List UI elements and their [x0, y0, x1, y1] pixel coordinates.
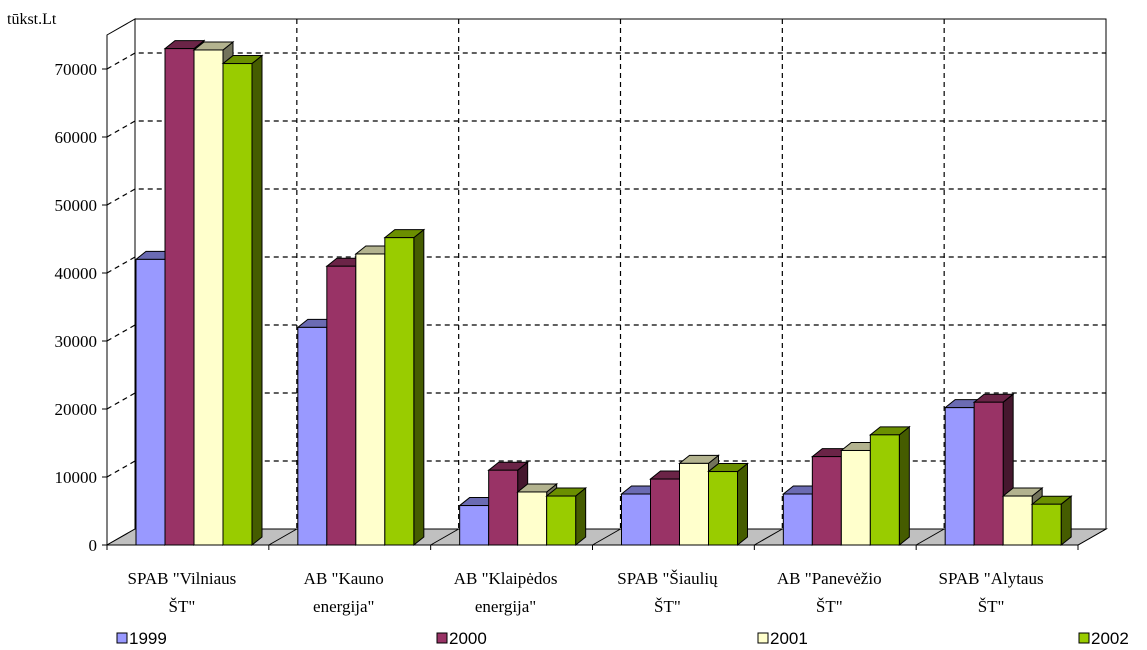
x-category-label: SPAB "Alytaus — [939, 569, 1044, 588]
legend-label: 1999 — [129, 629, 167, 648]
y-tick-label: 30000 — [55, 332, 98, 351]
y-tick-label: 40000 — [55, 264, 98, 283]
bar-front — [193, 49, 224, 546]
y-tick-label: 0 — [89, 536, 98, 555]
legend-label: 2002 — [1091, 629, 1129, 648]
bar-front — [1002, 495, 1033, 546]
bar-front — [621, 493, 651, 546]
bar-front — [811, 456, 842, 546]
x-category-label: AB "Klaipėdos — [454, 569, 558, 588]
legend-item: 2002 — [1078, 629, 1129, 648]
bar-side — [898, 425, 910, 547]
y-tick-label: 60000 — [55, 128, 98, 147]
bar-front — [384, 237, 415, 546]
bar-front — [546, 495, 577, 546]
bar — [221, 54, 264, 547]
bar-front — [459, 505, 490, 546]
bar — [707, 462, 749, 547]
bar-front — [840, 449, 871, 546]
gridlines — [106, 19, 1106, 546]
legend: 1999 2000 2001 2002 — [116, 629, 1129, 648]
bar-front — [944, 407, 975, 546]
axis-labels: 0 10000 20000 30000 40000 50000 60000 70000 tūks… — [7, 11, 1044, 616]
legend-label: 2000 — [449, 629, 487, 648]
x-category-label: ŠT" — [978, 597, 1005, 616]
bar — [868, 425, 911, 547]
legend-item: 2000 — [436, 629, 487, 648]
x-category-label: AB "Panevėžio — [777, 569, 882, 588]
legend-swatch — [116, 632, 128, 644]
y-tick-label: 50000 — [55, 196, 98, 215]
legend-swatch — [1078, 632, 1090, 644]
y-tick-label: 10000 — [55, 468, 98, 487]
bar-front — [355, 253, 386, 546]
bar-front — [650, 478, 680, 546]
floor-divider — [268, 528, 298, 546]
x-category-label: energija" — [475, 597, 536, 616]
bar — [972, 393, 1015, 547]
gridline-horizontal — [106, 188, 1106, 206]
floor-divider — [754, 528, 783, 546]
axes — [102, 35, 1079, 550]
y-tick-label: 20000 — [55, 400, 98, 419]
legend-label: 2001 — [770, 629, 808, 648]
x-category-label: ŠT" — [816, 597, 843, 616]
bar-front — [517, 491, 548, 546]
bar-front — [708, 471, 738, 546]
floor-divider — [430, 528, 459, 546]
bar-front — [222, 63, 253, 546]
bar-front — [782, 493, 813, 546]
gridline-horizontal — [106, 52, 1106, 70]
x-category-label: AB "Kauno — [304, 569, 384, 588]
y-axis-title: tūkst.Lt — [7, 11, 57, 28]
bar-side — [251, 54, 263, 547]
bar-side — [737, 462, 748, 547]
x-category-label: ŠT" — [654, 597, 681, 616]
x-category-label: ŠT" — [169, 597, 196, 616]
x-category-label: SPAB "Vilniaus — [128, 569, 237, 588]
bar-front — [135, 258, 166, 546]
bar-front — [1031, 503, 1062, 546]
bar-side — [575, 486, 587, 547]
bar-front — [164, 48, 195, 546]
floor-divider — [915, 528, 945, 546]
legend-swatch — [757, 632, 769, 644]
floor-divider — [592, 528, 621, 546]
chart-side-wall — [106, 18, 136, 546]
bars — [134, 39, 1073, 547]
bar-front — [973, 401, 1004, 546]
bar — [1030, 495, 1073, 547]
bar-front — [869, 434, 900, 546]
legend-item: 2001 — [757, 629, 808, 648]
y-tick-label: 70000 — [55, 60, 98, 79]
legend-swatch — [436, 632, 448, 644]
x-category-label: SPAB "Šiaulių — [617, 569, 718, 588]
legend-item: 1999 — [116, 629, 167, 648]
bar-front — [679, 462, 709, 546]
bar-front — [488, 469, 519, 546]
x-category-label: energija" — [313, 597, 374, 616]
bar-side — [413, 228, 425, 547]
bar-front — [326, 265, 357, 546]
bar — [545, 486, 588, 547]
bar-front — [297, 326, 328, 546]
bar — [383, 228, 426, 547]
